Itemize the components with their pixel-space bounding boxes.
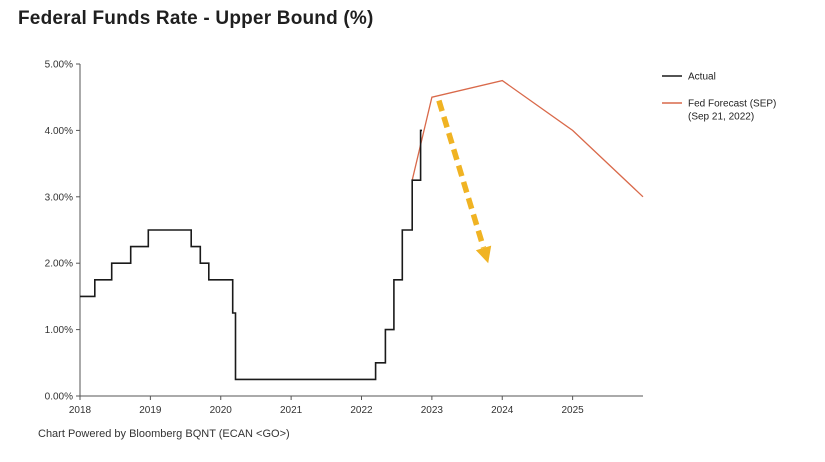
legend: Actual Fed Forecast (SEP) (Sep 21, 2022)	[662, 72, 776, 123]
y-tick-label: 2.00%	[45, 259, 73, 270]
y-tick-label: 5.00%	[45, 60, 73, 71]
actual-series-line	[80, 129, 422, 381]
chart-title: Federal Funds Rate - Upper Bound (%)	[18, 8, 374, 29]
annotation-arrow-head	[475, 245, 492, 264]
chart-footer: Chart Powered by Bloomberg BQNT (ECAN <G…	[38, 428, 290, 440]
x-tick-label: 2024	[491, 405, 514, 416]
x-tick-label: 2021	[280, 405, 303, 416]
x-tick-label: 2018	[69, 405, 92, 416]
x-tick-label: 2020	[210, 405, 233, 416]
forecast-series-line	[411, 79, 644, 198]
x-tick-label: 2022	[350, 405, 373, 416]
legend-label: Actual	[688, 72, 716, 83]
x-tick-label: 2023	[421, 405, 444, 416]
annotation-arrow-shaft	[436, 99, 487, 249]
legend-item-forecast: Fed Forecast (SEP) (Sep 21, 2022)	[662, 99, 776, 123]
series-layer	[80, 79, 644, 381]
x-tick-label: 2019	[139, 405, 162, 416]
annotation-layer	[436, 99, 492, 264]
chart-axes: 0.00% 1.00% 2.00% 3.00% 4.00% 5.00% 2018 2019 20…	[45, 60, 643, 416]
legend-label: Fed Forecast (SEP)	[688, 99, 776, 110]
y-tick-label: 3.00%	[45, 192, 73, 203]
legend-item-actual: Actual	[662, 72, 716, 83]
legend-label: (Sep 21, 2022)	[688, 112, 754, 123]
y-tick-label: 0.00%	[45, 392, 73, 403]
x-tick-label: 2025	[562, 405, 585, 416]
y-tick-label: 4.00%	[45, 126, 73, 137]
y-tick-label: 1.00%	[45, 325, 73, 336]
